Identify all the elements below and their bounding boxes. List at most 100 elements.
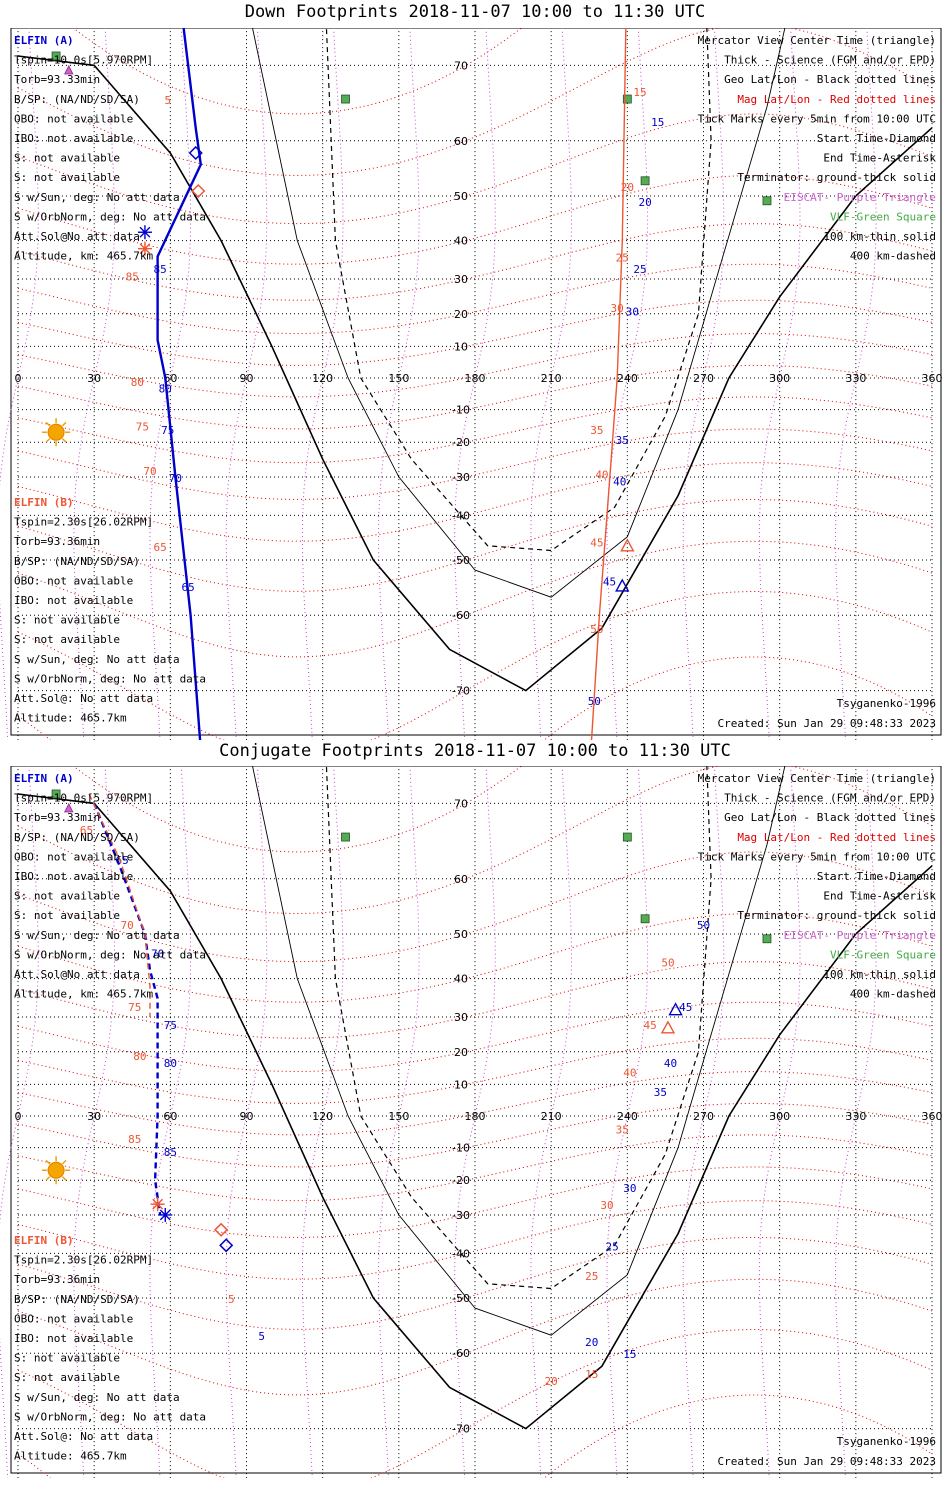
vlf-station-square xyxy=(341,832,350,842)
elfin-b-info-line: B/SP: (NA/ND/SD/SA) xyxy=(14,1293,140,1306)
lat-tick-label: -70 xyxy=(452,1423,470,1436)
lon-tick-label: 210 xyxy=(541,1110,562,1123)
lat-tick-label: 30 xyxy=(454,1011,468,1024)
created-label: Created: Sun Jan 29 09:48:33 2023 xyxy=(717,717,936,730)
elfin-a-info-line: Tspin=10.0s[5.970RPM] xyxy=(14,54,153,67)
legend-line: Tick Marks every 5min from 10:00 UTC xyxy=(698,112,936,125)
legend-line: End Time-Asterisk xyxy=(823,890,936,903)
mag-lon-line xyxy=(682,28,725,740)
legend-line: 100 km-thin solid xyxy=(823,230,936,243)
legend-line: Start Time-Diamond xyxy=(817,870,936,883)
lat-tick-label: -30 xyxy=(452,1209,470,1222)
lon-tick-label: 90 xyxy=(240,1110,254,1123)
elfin-b-time-tick-label: 25 xyxy=(585,1270,598,1283)
elfin-a-time-tick-label: 20 xyxy=(638,196,651,209)
lon-tick-label: 180 xyxy=(465,372,486,385)
lat-tick-label: -50 xyxy=(452,554,470,567)
mag-lon-line xyxy=(758,28,801,740)
elfin-a-time-tick-label: 65 xyxy=(181,581,194,594)
created-label: Created: Sun Jan 29 09:48:33 2023 xyxy=(717,1455,936,1468)
elfin-b-time-tick-label: 85 xyxy=(126,270,139,283)
mag-lat-line xyxy=(17,263,933,334)
elfin-b-time-tick-label: 50 xyxy=(590,623,603,636)
lat-tick-label: -60 xyxy=(452,609,470,622)
lat-tick-label: -50 xyxy=(452,1292,470,1305)
elfin-a-center-triangle xyxy=(668,1002,683,1016)
elfin-b-time-tick-label: 50 xyxy=(661,957,674,970)
elfin-b-time-tick-label: 20 xyxy=(621,181,634,194)
mag-lon-line xyxy=(530,766,573,1478)
legend-line: Terminator: ground-thick solid xyxy=(737,909,936,922)
elfin-b-time-tick-label: 75 xyxy=(128,1001,141,1014)
elfin-a-header: ELFIN (A) xyxy=(14,34,74,47)
panel-title-down: Down Footprints 2018-11-07 10:00 to 11:3… xyxy=(244,2,706,22)
elfin-b-time-tick-label: 30 xyxy=(611,302,624,315)
panel-title-conjugate: Conjugate Footprints 2018-11-07 10:00 to… xyxy=(219,741,731,761)
elfin-a-time-tick-label: 5 xyxy=(258,1330,265,1343)
lon-tick-label: 240 xyxy=(617,1110,638,1123)
elfin-b-time-tick-label: 15 xyxy=(633,86,646,99)
elfin-b-time-tick-label: 40 xyxy=(623,1067,636,1080)
legend-line: Tick Marks every 5min from 10:00 UTC xyxy=(698,850,936,863)
lon-tick-label: 120 xyxy=(312,372,333,385)
sun-ray xyxy=(45,438,51,443)
elfin-b-info-line: S w/OrbNorm, deg: No att data xyxy=(14,672,206,685)
sun-ray xyxy=(45,1176,51,1181)
elfin-b-time-tick-label: 65 xyxy=(154,541,167,554)
lat-tick-label: -10 xyxy=(452,1142,470,1155)
legend-line: Start Time-Diamond xyxy=(817,132,936,145)
sun-ray xyxy=(61,1176,67,1181)
elfin-a-time-tick-label: 25 xyxy=(605,1240,618,1253)
elfin-a-info-line: Att.Sol@No att data xyxy=(14,230,140,243)
sun-icon xyxy=(47,1161,65,1179)
elfin-a-time-tick-label: 85 xyxy=(154,263,167,276)
elfin-b-info-line: Att.Sol@: No att data xyxy=(14,1430,153,1443)
mag-lat-line xyxy=(17,428,933,500)
lon-tick-label: 360 xyxy=(922,1110,943,1123)
sun-ray xyxy=(45,421,51,427)
elfin-a-time-tick-label: 85 xyxy=(164,1146,177,1159)
elfin-a-header: ELFIN (A) xyxy=(14,772,74,785)
lon-tick-label: 300 xyxy=(769,372,790,385)
legend-line: End Time-Asterisk xyxy=(823,152,936,165)
elfin-b-info-line: IBO: not available xyxy=(14,594,133,607)
elfin-a-track xyxy=(93,802,162,1216)
lon-tick-label: 30 xyxy=(87,1110,101,1123)
elfin-b-time-tick-label: 5 xyxy=(228,1293,235,1306)
lon-tick-label: 330 xyxy=(845,1110,866,1123)
elfin-a-time-tick-label: 40 xyxy=(664,1057,677,1070)
elfin-a-time-tick-label: 65 xyxy=(115,854,128,867)
lon-tick-label: 270 xyxy=(693,372,714,385)
elfin-a-time-tick-label: 45 xyxy=(679,1001,692,1014)
legend-line: 400 km-dashed xyxy=(850,988,936,1001)
elfin-b-info-line: Torb=93.36min xyxy=(14,535,100,548)
elfin-a-time-tick-label: 40 xyxy=(613,476,626,489)
lon-tick-label: 90 xyxy=(240,372,254,385)
lon-tick-label: 0 xyxy=(15,372,22,385)
sun-ray xyxy=(61,1159,67,1165)
elfin-a-info-line: Altitude, km: 465.7km xyxy=(14,988,153,1001)
elfin-b-start-diamond xyxy=(191,183,206,199)
elfin-a-info-line: OBO: not available xyxy=(14,850,133,863)
elfin-a-time-tick-label: 75 xyxy=(164,1019,177,1032)
mag-lon-line xyxy=(834,766,877,1478)
vlf-station-square xyxy=(341,94,350,104)
lon-tick-label: 150 xyxy=(388,1110,409,1123)
lon-tick-label: 240 xyxy=(617,372,638,385)
elfin-a-time-tick-label: 70 xyxy=(151,948,164,961)
vlf-station-square xyxy=(51,51,61,61)
elfin-a-time-tick-label: 80 xyxy=(159,382,172,395)
eiscat-triangle xyxy=(63,802,74,813)
elfin-a-info-line: S w/OrbNorm, deg: No att data xyxy=(14,210,206,223)
elfin-a-info-line: S: not available xyxy=(14,152,120,165)
lat-tick-label: 20 xyxy=(454,1046,468,1059)
elfin-b-info-line: Att.Sol@: No att data xyxy=(14,692,153,705)
lat-tick-label: 50 xyxy=(454,190,468,203)
elfin-a-time-tick-label: 25 xyxy=(633,263,646,276)
lon-tick-label: 30 xyxy=(87,372,101,385)
lon-tick-label: 150 xyxy=(388,372,409,385)
legend-line: Mercator View Center Time (triangle) xyxy=(698,772,936,785)
elfin-b-info-line: Tspin=2.30s[26.02RPM] xyxy=(14,1254,153,1267)
terminator-400km-line xyxy=(325,28,712,552)
mag-lat-line xyxy=(17,1001,933,1072)
